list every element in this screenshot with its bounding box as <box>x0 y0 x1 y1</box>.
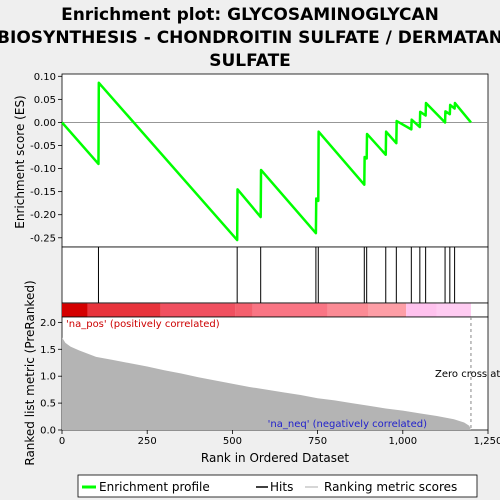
color-bar-segment-4 <box>252 303 328 317</box>
metric-y-tick-label-0: 0.0 <box>40 426 56 437</box>
legend-box <box>77 474 478 498</box>
legend: Enrichment profile Hits Ranking metric s… <box>77 474 478 498</box>
ranking-metric-layer <box>62 317 472 430</box>
title-line-1: Enrichment plot: GLYCOSAMINOGLYCAN <box>61 5 439 25</box>
legend-profile-label: Enrichment profile <box>99 480 210 494</box>
color-bar-segment-2 <box>160 303 236 317</box>
es-y-axis-label: Enrichment score (ES) <box>13 95 27 228</box>
metric-y-tick-label-3: 1.5 <box>40 345 56 356</box>
es-y-tick-label-1: 0.05 <box>34 95 56 106</box>
color-bar-segment-6 <box>368 303 407 317</box>
color-bar-segment-0 <box>62 303 88 317</box>
metric-y-tick-label-4: 2.0 <box>40 318 56 329</box>
legend-metric-label: Ranking metric scores <box>324 480 457 494</box>
color-bar-segment-8 <box>436 303 471 317</box>
enrichment-profile-line <box>61 81 472 242</box>
x-tick-label-3: 750 <box>308 436 327 447</box>
pos-annotation: 'na_pos' (positively correlated) <box>66 319 220 330</box>
hits-panel <box>61 246 489 304</box>
es-y-tick-label-5: -0.15 <box>30 187 56 198</box>
color-bar-segment-7 <box>406 303 437 317</box>
es-y-tick-label-6: -0.20 <box>30 210 56 221</box>
es-y-tick-label-4: -0.10 <box>30 164 56 175</box>
es-y-tick-label-2: 0.00 <box>34 118 56 129</box>
neg-annotation: 'na_neq' (negatively correlated) <box>268 419 427 430</box>
color-bar-layer <box>62 303 471 317</box>
x-tick-label-2: 500 <box>223 436 242 447</box>
title-line-3: SULFATE <box>209 51 291 71</box>
metric-y-tick-label-1: 0.5 <box>40 399 56 410</box>
es-y-tick-label-3: -0.05 <box>30 141 56 152</box>
legend-hits-label: Hits <box>270 480 293 494</box>
metric-y-tick-label-2: 1.0 <box>40 372 56 383</box>
axes-layer: 0.10 0.05 0.00 -0.05 -0.10 -0.15 -0.20 -0.25 0.0… <box>30 72 500 447</box>
es-y-tick-label-0: 0.10 <box>34 72 56 83</box>
color-bar-segment-3 <box>235 303 253 317</box>
color-bar-segment-1 <box>87 303 161 317</box>
es-y-tick-label-7: -0.25 <box>30 233 56 244</box>
ranking-metric-area <box>62 337 471 430</box>
x-tick-label-5: 1,250 <box>474 436 500 447</box>
color-bar-segment-5 <box>327 303 369 317</box>
hits-layer <box>97 247 456 303</box>
title-line-2: BIOSYNTHESIS - CHONDROITIN SULFATE / DER… <box>0 28 500 48</box>
x-tick-label-0: 0 <box>59 436 65 447</box>
chart-title: Enrichment plot: GLYCOSAMINOGLYCAN BIOSY… <box>0 5 500 71</box>
es-panel <box>61 73 489 248</box>
metric-y-axis-label: Ranked list metric (PreRanked) <box>23 280 37 465</box>
enrichment-profile-layer <box>61 81 488 242</box>
zero-cross-annotation: Zero cross at 1 <box>435 369 500 380</box>
x-tick-label-4: 1,000 <box>388 436 417 447</box>
x-tick-label-1: 250 <box>138 436 157 447</box>
x-axis-label: Rank in Ordered Dataset <box>201 451 349 465</box>
